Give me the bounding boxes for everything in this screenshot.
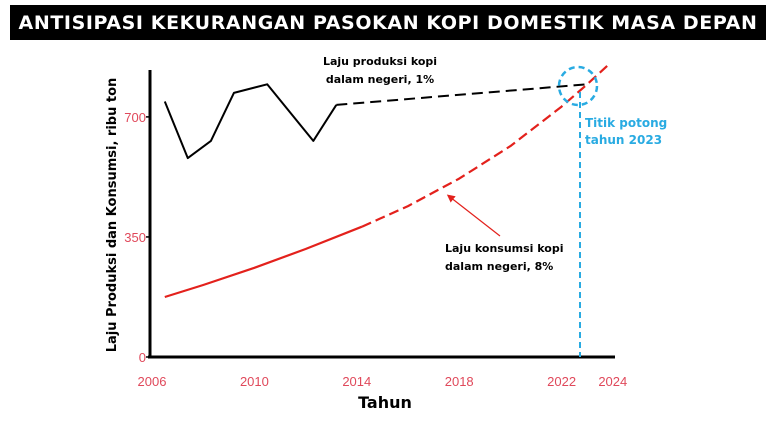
consumption-actual-line bbox=[164, 225, 363, 299]
production-projection-line bbox=[336, 83, 588, 106]
annotation-production-line1: Laju produksi kopi bbox=[323, 55, 437, 68]
x-tick-label: 2018 bbox=[445, 374, 474, 389]
production-actual-line bbox=[163, 83, 338, 160]
title-bar: ANTISIPASI KEKURANGAN PASOKAN KOPI DOMES… bbox=[10, 5, 766, 40]
annotation-intersection-line1: Titik potong bbox=[585, 116, 667, 130]
annotation-consumption-line1: Laju konsumsi kopi bbox=[445, 242, 563, 255]
tick-labels: 2006 2010 2014 2018 2022 2024 0 350 700 bbox=[124, 110, 627, 389]
annotation-intersection-line2: tahun 2023 bbox=[585, 133, 662, 147]
annotation-consumption-line2: dalam negeri, 8% bbox=[445, 260, 553, 273]
consumption-projection-line bbox=[361, 64, 609, 228]
y-tick-label: 350 bbox=[124, 230, 146, 245]
x-axis-title: Tahun bbox=[358, 393, 412, 412]
chart-title: ANTISIPASI KEKURANGAN PASOKAN KOPI DOMES… bbox=[18, 11, 758, 34]
annotation-production-line2: dalam negeri, 1% bbox=[326, 73, 434, 86]
series-lines bbox=[163, 64, 609, 299]
consumption-pointer-arrow bbox=[446, 194, 501, 237]
y-tick-label: 700 bbox=[124, 110, 146, 125]
x-tick-label: 2022 bbox=[547, 374, 576, 389]
y-axis-title: Laju Produksi dan Konsumsi, ribu ton bbox=[105, 78, 120, 353]
y-tick-label: 0 bbox=[139, 350, 146, 365]
x-tick-label: 2010 bbox=[240, 374, 269, 389]
intersection-circle bbox=[557, 65, 599, 107]
x-tick-label: 2024 bbox=[598, 374, 627, 389]
x-tick-label: 2006 bbox=[138, 374, 167, 389]
x-tick-label: 2014 bbox=[342, 374, 371, 389]
